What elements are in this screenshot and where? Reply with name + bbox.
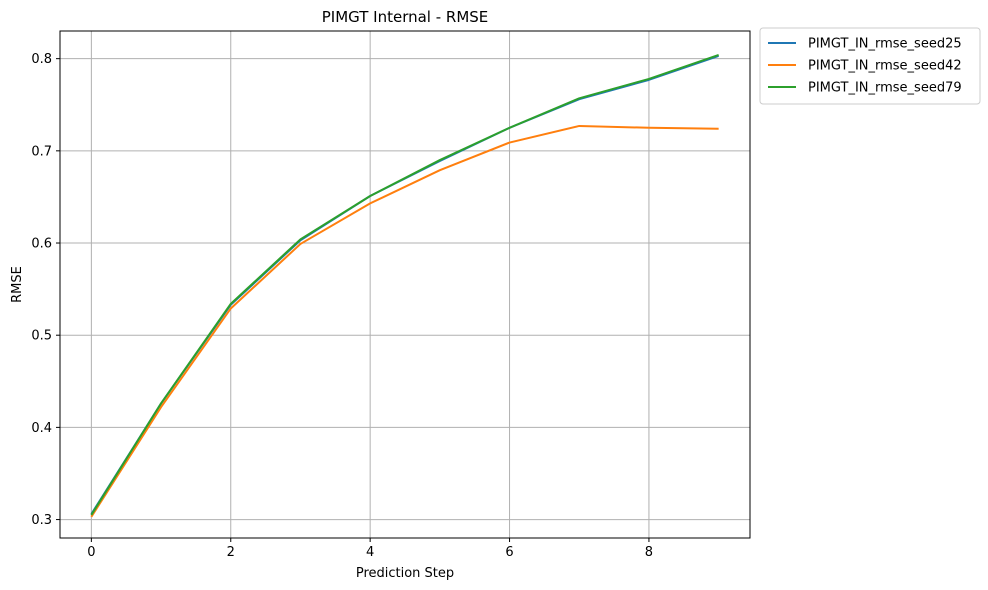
tick-layer: 0 2 4 6 8 0.3 0.4 0.5 0.6 0.7 0.8 <box>31 52 653 560</box>
y-tick-label: 0.4 <box>31 421 52 436</box>
x-tick-label: 6 <box>505 545 513 560</box>
series-layer <box>90 54 719 518</box>
y-tick-label: 0.8 <box>31 52 52 67</box>
y-axis-label: RMSE <box>10 266 25 303</box>
chart-title: PIMGT Internal - RMSE <box>322 8 489 26</box>
x-tick-label: 4 <box>366 545 374 560</box>
series-line-PIMGT_IN_rmse_seed79 <box>90 54 719 516</box>
series-line-PIMGT_IN_rmse_seed25 <box>90 54 719 515</box>
x-tick-label: 0 <box>87 545 95 560</box>
y-tick-label: 0.3 <box>31 513 52 528</box>
legend-box <box>759 27 981 105</box>
series-line-PIMGT_IN_rmse_seed42 <box>90 124 719 518</box>
x-tick-label: 8 <box>645 545 653 560</box>
legend-label: PIMGT_IN_rmse_seed25 <box>808 37 962 52</box>
y-tick-label: 0.5 <box>31 329 52 344</box>
legend: PIMGT_IN_rmse_seed25 PIMGT_IN_rmse_seed42… <box>759 27 981 105</box>
x-tick-label: 2 <box>227 545 235 560</box>
plot-frame <box>59 30 751 539</box>
legend-label: PIMGT_IN_rmse_seed79 <box>808 81 962 96</box>
y-tick-label: 0.7 <box>31 144 52 159</box>
legend-label: PIMGT_IN_rmse_seed42 <box>808 59 962 74</box>
grid-layer <box>60 31 750 538</box>
y-tick-label: 0.6 <box>31 237 52 252</box>
x-axis-label: Prediction Step <box>356 566 454 581</box>
